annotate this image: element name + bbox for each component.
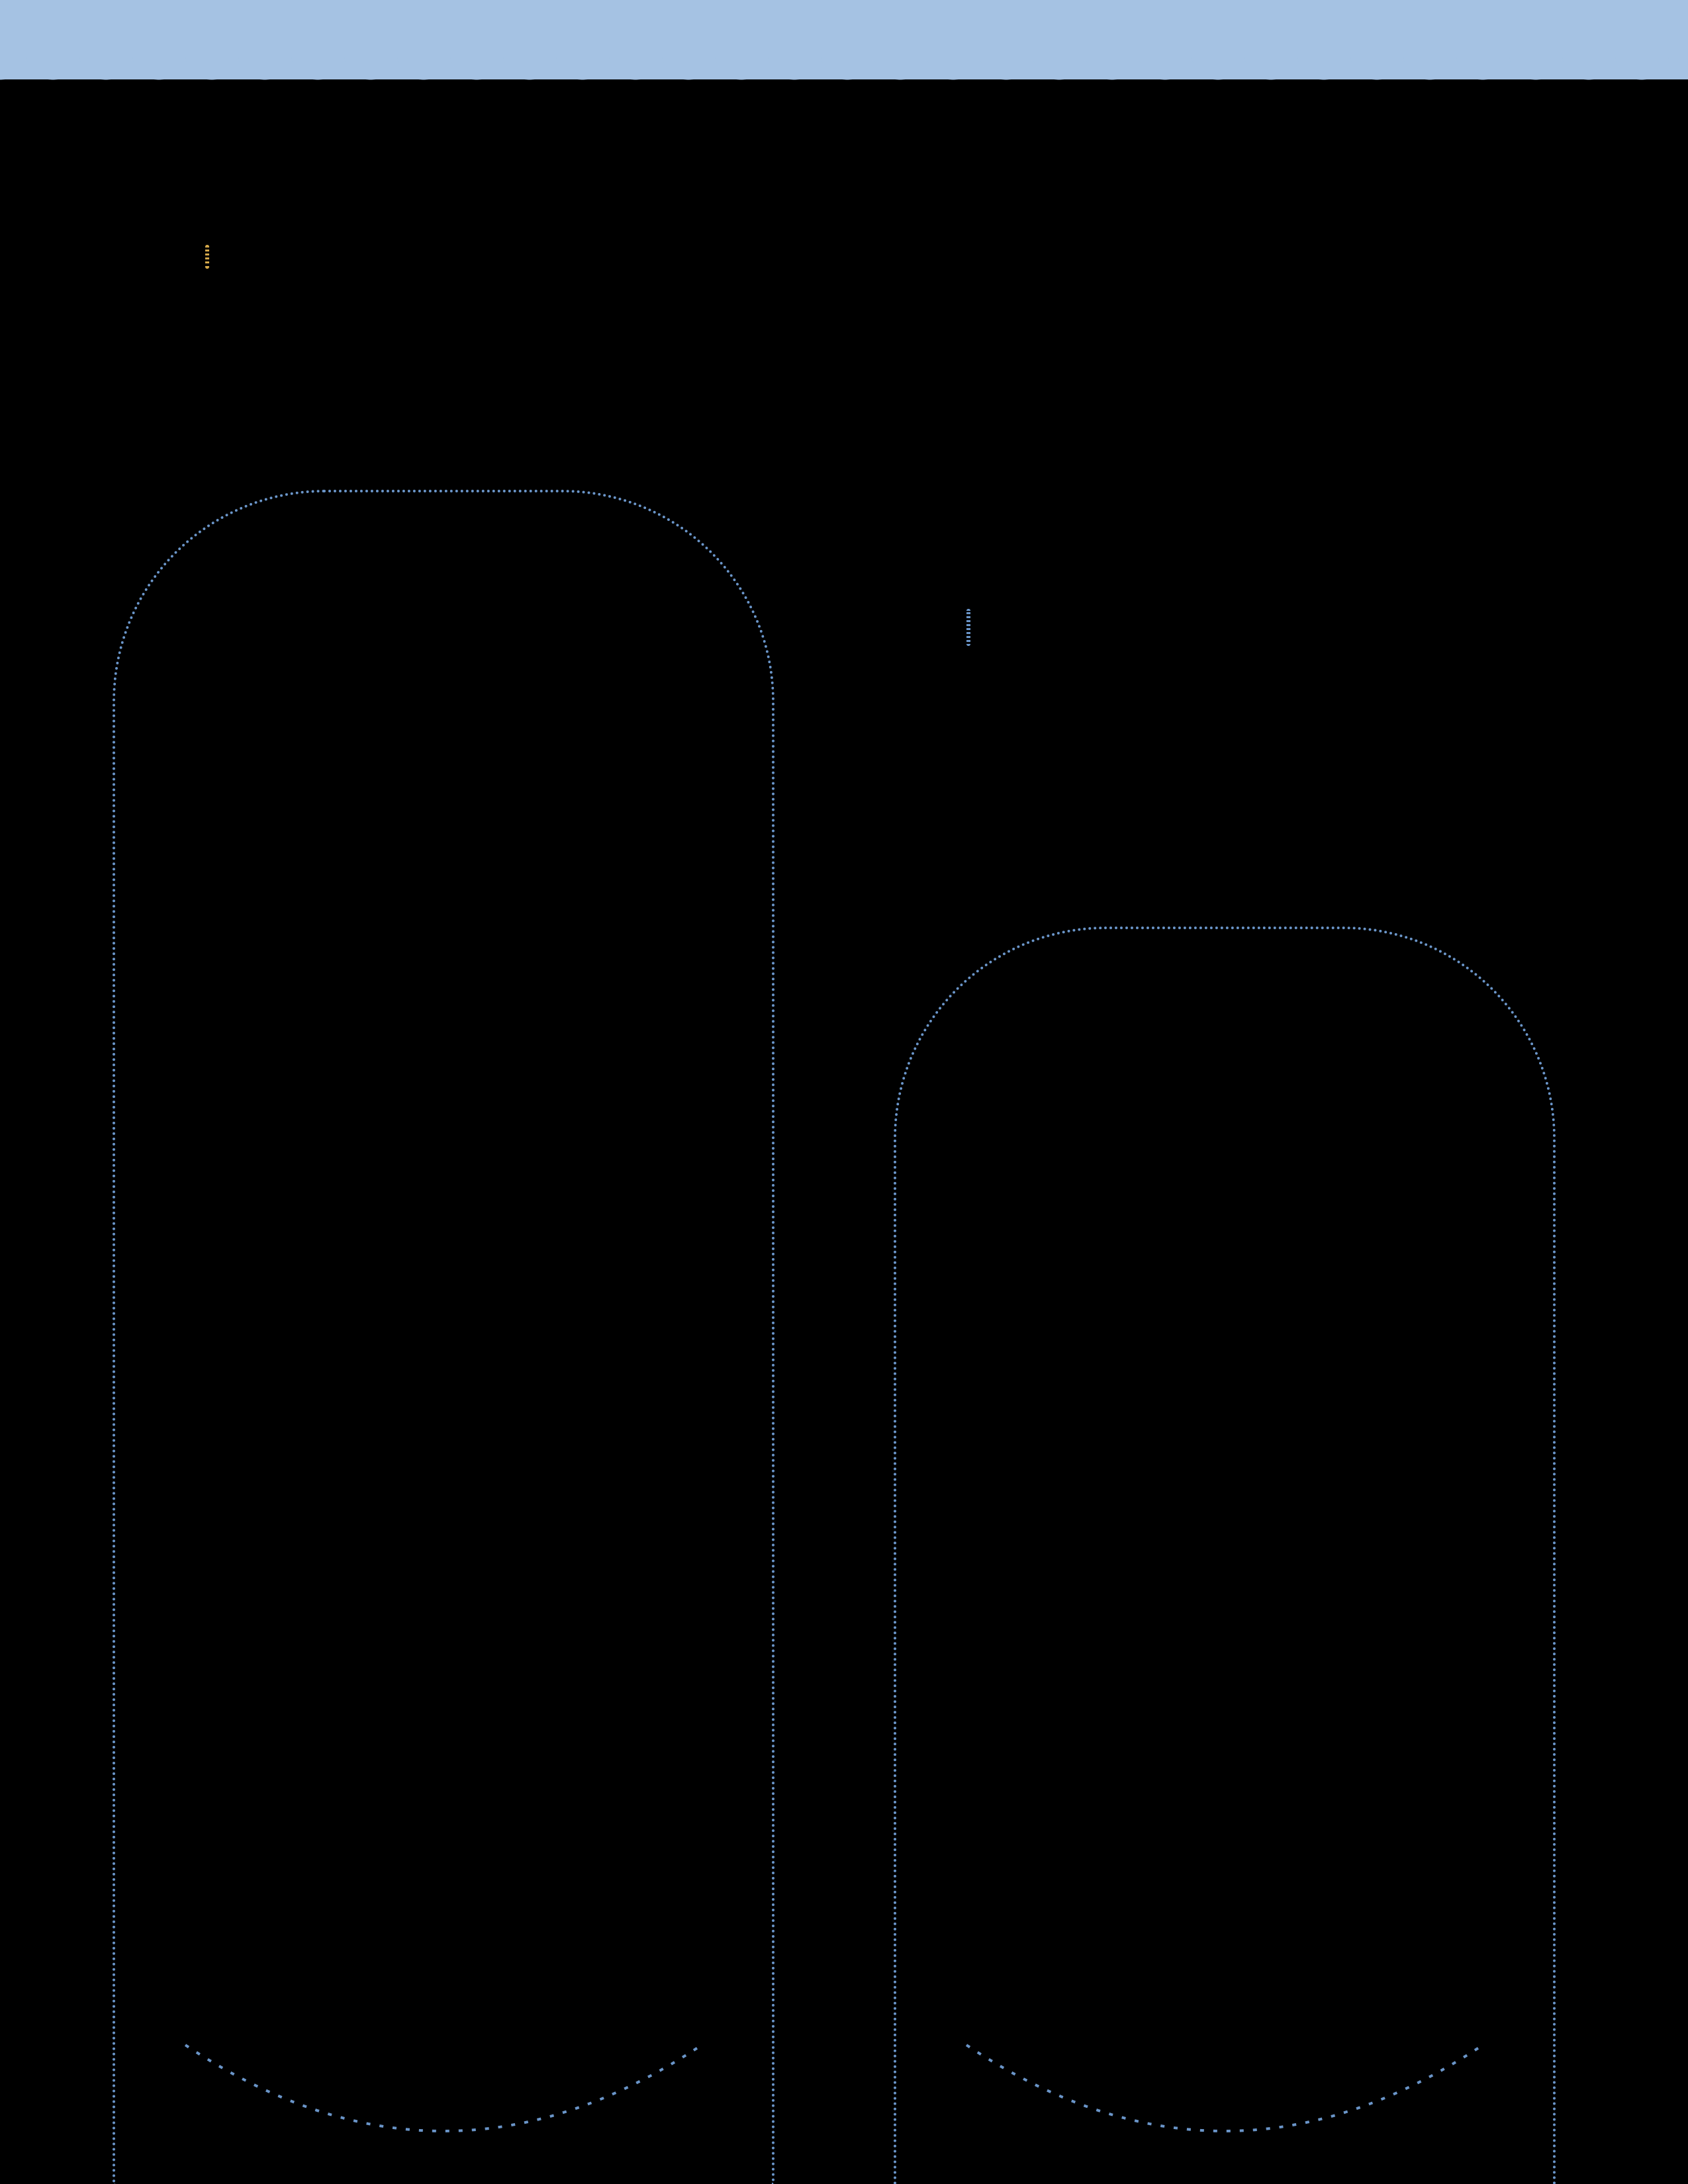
conversion-table (205, 245, 209, 269)
instructions (880, 245, 1569, 268)
scallop-border (0, 0, 1688, 79)
heel-placement-right (927, 1992, 1523, 2164)
mini-shoez-table (966, 609, 970, 646)
soft-soles-panel (113, 490, 774, 2184)
center-ruler (801, 311, 867, 2144)
heel-placement-left (146, 1992, 741, 2164)
